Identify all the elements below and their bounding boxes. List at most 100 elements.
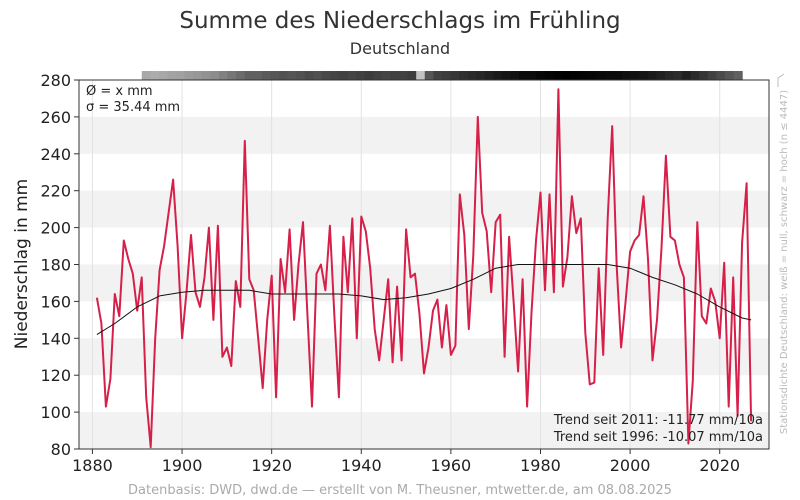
mean-stat: Ø = x mm — [86, 84, 153, 99]
precipitation-series-line — [95, 88, 753, 449]
density-cell-5 — [184, 71, 194, 80]
density-cell-3 — [167, 71, 177, 80]
density-cell-10 — [227, 71, 237, 80]
density-cell-26 — [364, 71, 374, 80]
density-cell-16 — [278, 71, 289, 80]
density-cell-68 — [724, 71, 735, 80]
density-cell-37 — [459, 71, 469, 80]
chart-title: Summe des Niederschlags im Frühling — [179, 8, 620, 34]
density-cell-39 — [476, 71, 486, 80]
chart-subtitle: Deutschland — [350, 39, 450, 58]
x-tick-label-1920: 1920 — [251, 456, 292, 475]
density-cell-30 — [399, 71, 409, 80]
density-cell-42 — [501, 71, 512, 80]
density-cell-15 — [270, 71, 280, 80]
band-200 — [79, 190, 769, 228]
x-tick-label-2020: 2020 — [699, 456, 740, 475]
density-cell-4 — [176, 71, 186, 80]
density-cell-8 — [210, 71, 220, 80]
density-cell-20 — [313, 71, 323, 80]
density-cell-0 — [141, 71, 151, 80]
density-cell-23 — [338, 71, 349, 80]
y-tick-label-80: 80 — [51, 440, 71, 459]
band-80 — [79, 412, 769, 449]
x-tick-label-1980: 1980 — [520, 456, 561, 475]
density-cell-11 — [236, 71, 246, 80]
density-cell-50 — [570, 71, 580, 80]
density-cell-51 — [579, 71, 589, 80]
density-cell-6 — [193, 71, 203, 80]
side-arrow-icon — [777, 73, 785, 87]
density-cell-1 — [150, 71, 160, 80]
density-cell-52 — [587, 71, 597, 80]
density-cell-36 — [450, 71, 460, 80]
density-cell-58 — [639, 71, 649, 80]
density-cell-67 — [716, 71, 726, 80]
footer-credit: Datenbasis: DWD, dwd.de — erstellt von M… — [128, 483, 672, 498]
y-tick-label-200: 200 — [40, 219, 71, 238]
density-cell-18 — [296, 71, 306, 80]
x-axis-ticks: 1880 1900 1920 1940 1960 1980 2000 2020 — [72, 449, 740, 475]
density-cell-29 — [390, 71, 400, 80]
density-cell-55 — [613, 71, 623, 80]
density-cell-49 — [562, 71, 572, 80]
density-cell-69 — [733, 71, 743, 80]
y-tick-label-220: 220 — [40, 182, 71, 201]
density-cell-2 — [158, 71, 169, 80]
station-density-strip — [141, 71, 743, 80]
density-cell-31 — [407, 71, 417, 80]
density-cell-17 — [287, 71, 297, 80]
density-cell-66 — [707, 71, 717, 80]
density-cell-46 — [536, 71, 546, 80]
density-cell-43 — [510, 71, 520, 80]
y-tick-label-180: 180 — [40, 256, 71, 275]
density-cell-41 — [493, 71, 503, 80]
y-tick-label-140: 140 — [40, 329, 71, 348]
density-cell-59 — [647, 71, 657, 80]
density-cell-63 — [682, 71, 692, 80]
y-tick-label-260: 260 — [40, 108, 71, 127]
density-cell-57 — [630, 71, 640, 80]
x-tick-label-1960: 1960 — [431, 456, 472, 475]
x-tick-label-1880: 1880 — [72, 456, 113, 475]
density-cell-21 — [321, 71, 332, 80]
density-cell-19 — [304, 71, 314, 80]
density-cell-45 — [527, 71, 537, 80]
density-cell-9 — [218, 71, 229, 80]
density-cell-12 — [244, 71, 254, 80]
x-tick-label-1940: 1940 — [341, 456, 382, 475]
station-density-note: Stationsdichte Deutschland: weiß = null,… — [779, 90, 790, 434]
x-tick-label-2000: 2000 — [610, 456, 651, 475]
density-cell-40 — [484, 71, 494, 80]
y-tick-label-280: 280 — [40, 71, 71, 90]
density-cell-53 — [596, 71, 606, 80]
density-cell-56 — [622, 71, 632, 80]
density-cell-34 — [433, 71, 443, 80]
series-lines — [95, 88, 753, 449]
sigma-stat: σ = 35.44 mm — [86, 100, 180, 115]
density-cell-32 — [416, 71, 426, 80]
density-cell-44 — [519, 71, 529, 80]
density-cell-22 — [330, 71, 340, 80]
density-cell-48 — [553, 71, 563, 80]
density-cell-54 — [604, 71, 615, 80]
x-tick-label-1900: 1900 — [162, 456, 203, 475]
y-axis-label: Niederschlag in mm — [12, 179, 32, 349]
trend-2011: Trend seit 2011: -11.77 mm/10a — [553, 413, 763, 428]
band-240 — [79, 116, 769, 154]
smoothed-trend-line — [96, 264, 752, 336]
density-cell-47 — [544, 71, 555, 80]
density-cell-33 — [424, 71, 434, 80]
density-cell-62 — [673, 71, 683, 80]
y-tick-label-160: 160 — [40, 292, 71, 311]
vertical-gridlines — [91, 80, 721, 449]
density-cell-25 — [356, 71, 366, 80]
density-cell-61 — [664, 71, 675, 80]
trend-1996: Trend seit 1996: -10.07 mm/10a — [553, 430, 763, 445]
density-cell-14 — [261, 71, 271, 80]
density-cell-27 — [373, 71, 383, 80]
density-cell-7 — [201, 71, 211, 80]
density-cell-65 — [699, 71, 709, 80]
density-cell-38 — [467, 71, 477, 80]
